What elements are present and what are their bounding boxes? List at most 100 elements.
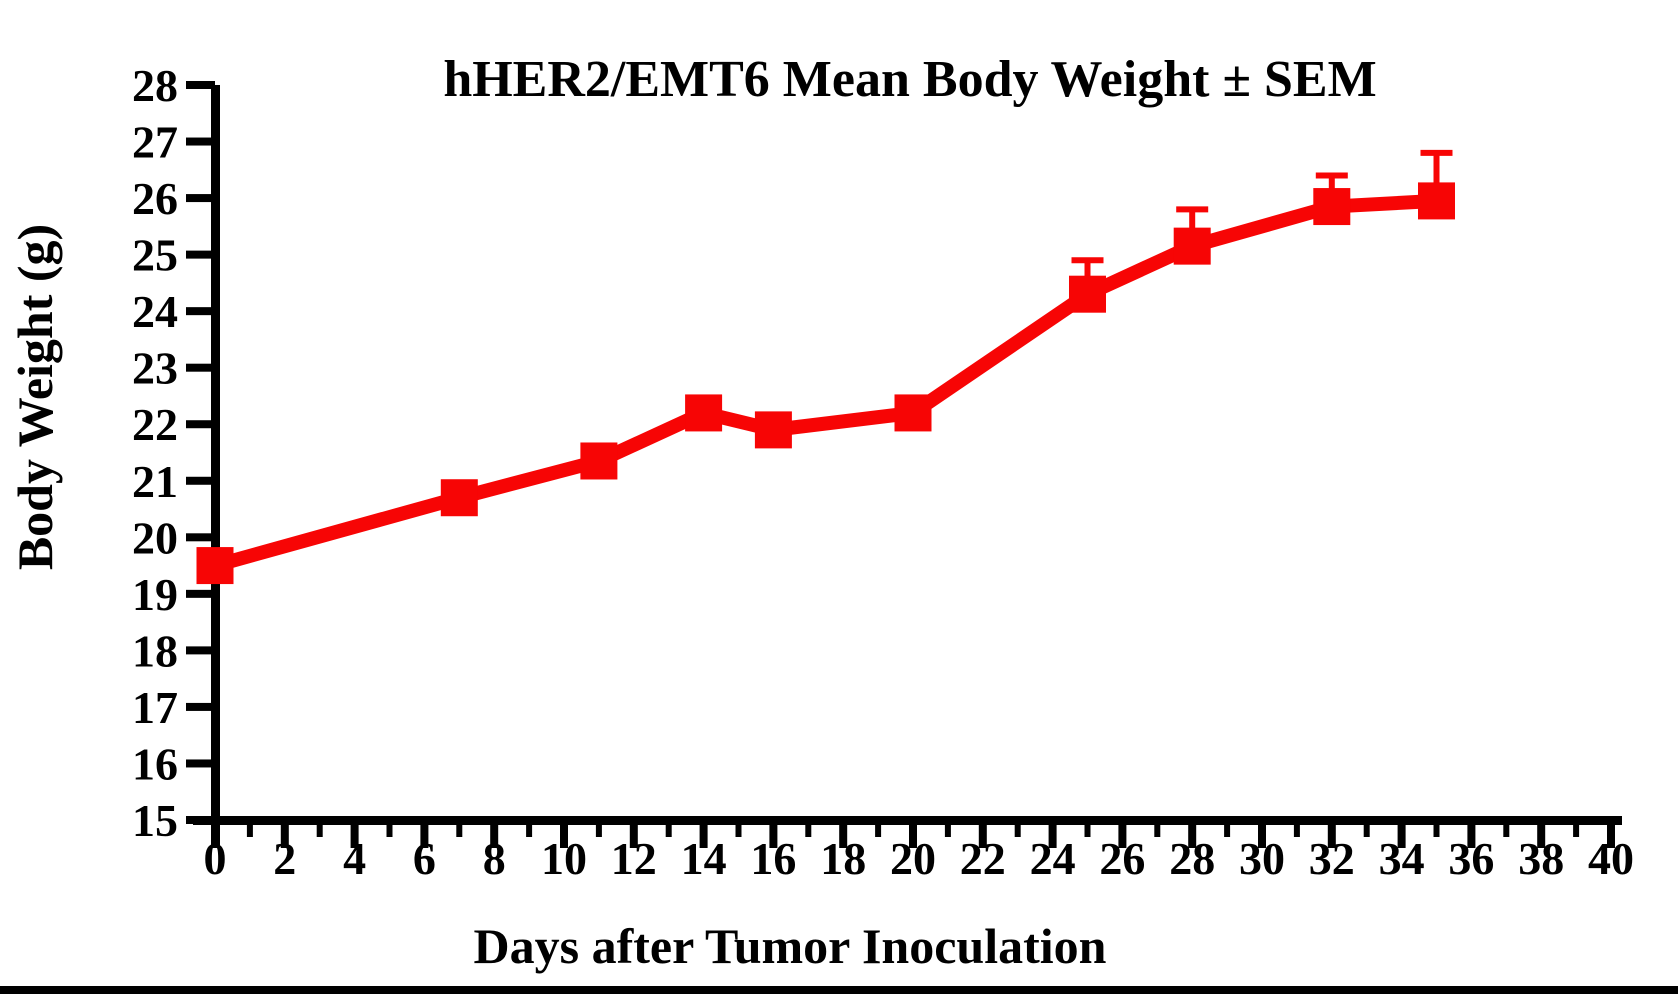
x-major-tick bbox=[839, 824, 848, 848]
data-point-marker bbox=[754, 411, 792, 449]
y-tick-label: 16 bbox=[132, 738, 178, 789]
y-axis-line bbox=[211, 85, 220, 848]
x-tick-label: 34 bbox=[1379, 833, 1425, 884]
x-major-tick bbox=[1327, 824, 1336, 848]
y-tick-label: 18 bbox=[132, 625, 178, 676]
x-major-tick bbox=[769, 824, 778, 848]
bottom-edge-bar bbox=[0, 986, 1678, 994]
x-tick-label: 28 bbox=[1169, 833, 1215, 884]
y-tick bbox=[186, 589, 215, 598]
x-minor-tick bbox=[456, 824, 463, 837]
y-tick bbox=[186, 307, 215, 316]
data-point-marker bbox=[1173, 227, 1211, 265]
data-point-marker bbox=[1418, 182, 1455, 220]
data-point-marker bbox=[685, 394, 723, 432]
x-major-tick bbox=[490, 824, 499, 848]
x-tick-label: 30 bbox=[1239, 833, 1285, 884]
y-tick bbox=[186, 759, 215, 768]
x-tick-label: 40 bbox=[1588, 833, 1634, 884]
data-point-marker bbox=[1069, 275, 1106, 313]
x-minor-tick bbox=[316, 824, 323, 837]
y-tick-label: 28 bbox=[132, 60, 178, 111]
x-minor-tick bbox=[246, 824, 253, 837]
x-tick-label: 8 bbox=[483, 833, 506, 884]
y-tick-label: 24 bbox=[132, 286, 178, 337]
y-tick bbox=[186, 702, 215, 711]
x-major-tick bbox=[350, 824, 359, 848]
y-tick bbox=[186, 81, 215, 89]
x-major-tick bbox=[1118, 824, 1127, 848]
y-tick-label: 17 bbox=[132, 682, 178, 733]
x-tick-label: 16 bbox=[750, 833, 796, 884]
chart-title: hHER2/EMT6 Mean Body Weight ± SEM bbox=[443, 51, 1376, 108]
y-tick bbox=[186, 363, 215, 372]
data-series-layer bbox=[196, 149, 1455, 585]
series-line bbox=[213, 193, 1437, 573]
x-minor-tick bbox=[1014, 824, 1021, 837]
x-minor-tick bbox=[944, 824, 951, 837]
y-tick-label: 26 bbox=[132, 173, 178, 224]
y-tick-label: 15 bbox=[132, 795, 178, 846]
y-tick-label: 22 bbox=[132, 399, 178, 450]
x-major-tick bbox=[420, 824, 429, 848]
x-major-tick bbox=[909, 824, 917, 848]
x-tick-label: 22 bbox=[960, 833, 1006, 884]
x-minor-tick bbox=[1573, 824, 1580, 837]
y-tick-label: 20 bbox=[132, 512, 178, 563]
y-tick bbox=[186, 194, 215, 203]
x-axis-line bbox=[193, 816, 1622, 825]
y-tick-label: 25 bbox=[132, 230, 178, 281]
x-tick-label: 26 bbox=[1099, 833, 1145, 884]
y-axis-title: Body Weight (g) bbox=[7, 224, 63, 570]
x-major-tick bbox=[1467, 824, 1476, 848]
data-point-marker bbox=[894, 394, 932, 432]
x-minor-tick bbox=[875, 824, 882, 837]
y-tick-label: 27 bbox=[132, 117, 178, 168]
x-tick-label: 6 bbox=[413, 833, 436, 884]
y-tick bbox=[186, 137, 215, 146]
x-minor-tick bbox=[386, 824, 393, 837]
y-tick bbox=[186, 476, 215, 485]
x-minor-tick bbox=[1503, 824, 1510, 837]
x-minor-tick bbox=[665, 824, 672, 837]
data-point-marker bbox=[440, 479, 478, 517]
y-tick-label: 23 bbox=[132, 343, 178, 394]
x-minor-tick bbox=[1224, 824, 1231, 837]
y-tick-label: 21 bbox=[132, 456, 178, 507]
y-tick bbox=[186, 420, 215, 429]
x-tick-label: 10 bbox=[541, 833, 587, 884]
x-tick-label: 4 bbox=[343, 833, 366, 884]
x-major-tick bbox=[1188, 824, 1197, 848]
x-minor-tick bbox=[595, 824, 602, 837]
x-tick-label: 12 bbox=[611, 833, 657, 884]
x-tick-label: 2 bbox=[273, 833, 296, 884]
x-major-tick bbox=[699, 824, 708, 848]
x-major-tick bbox=[560, 824, 568, 848]
x-tick-label: 18 bbox=[820, 833, 866, 884]
y-tick bbox=[186, 646, 215, 655]
x-major-tick bbox=[978, 824, 987, 848]
x-minor-tick bbox=[526, 824, 533, 837]
y-tick bbox=[186, 250, 215, 259]
x-tick-label: 0 bbox=[204, 833, 227, 884]
x-major-tick bbox=[211, 824, 219, 848]
data-point-marker bbox=[580, 442, 618, 480]
data-point-marker bbox=[196, 547, 234, 585]
x-minor-tick bbox=[1433, 824, 1440, 837]
x-major-tick bbox=[1258, 824, 1266, 848]
x-major-tick bbox=[1397, 824, 1406, 848]
x-major-tick bbox=[280, 824, 289, 848]
x-minor-tick bbox=[1084, 824, 1091, 837]
x-major-tick bbox=[1048, 824, 1057, 848]
x-minor-tick bbox=[1154, 824, 1161, 837]
x-minor-tick bbox=[805, 824, 812, 837]
x-major-tick bbox=[629, 824, 638, 848]
x-tick-label: 38 bbox=[1518, 833, 1564, 884]
x-minor-tick bbox=[1363, 824, 1370, 837]
x-major-tick bbox=[1537, 824, 1546, 848]
x-tick-label: 20 bbox=[890, 833, 936, 884]
y-tick bbox=[186, 816, 215, 824]
